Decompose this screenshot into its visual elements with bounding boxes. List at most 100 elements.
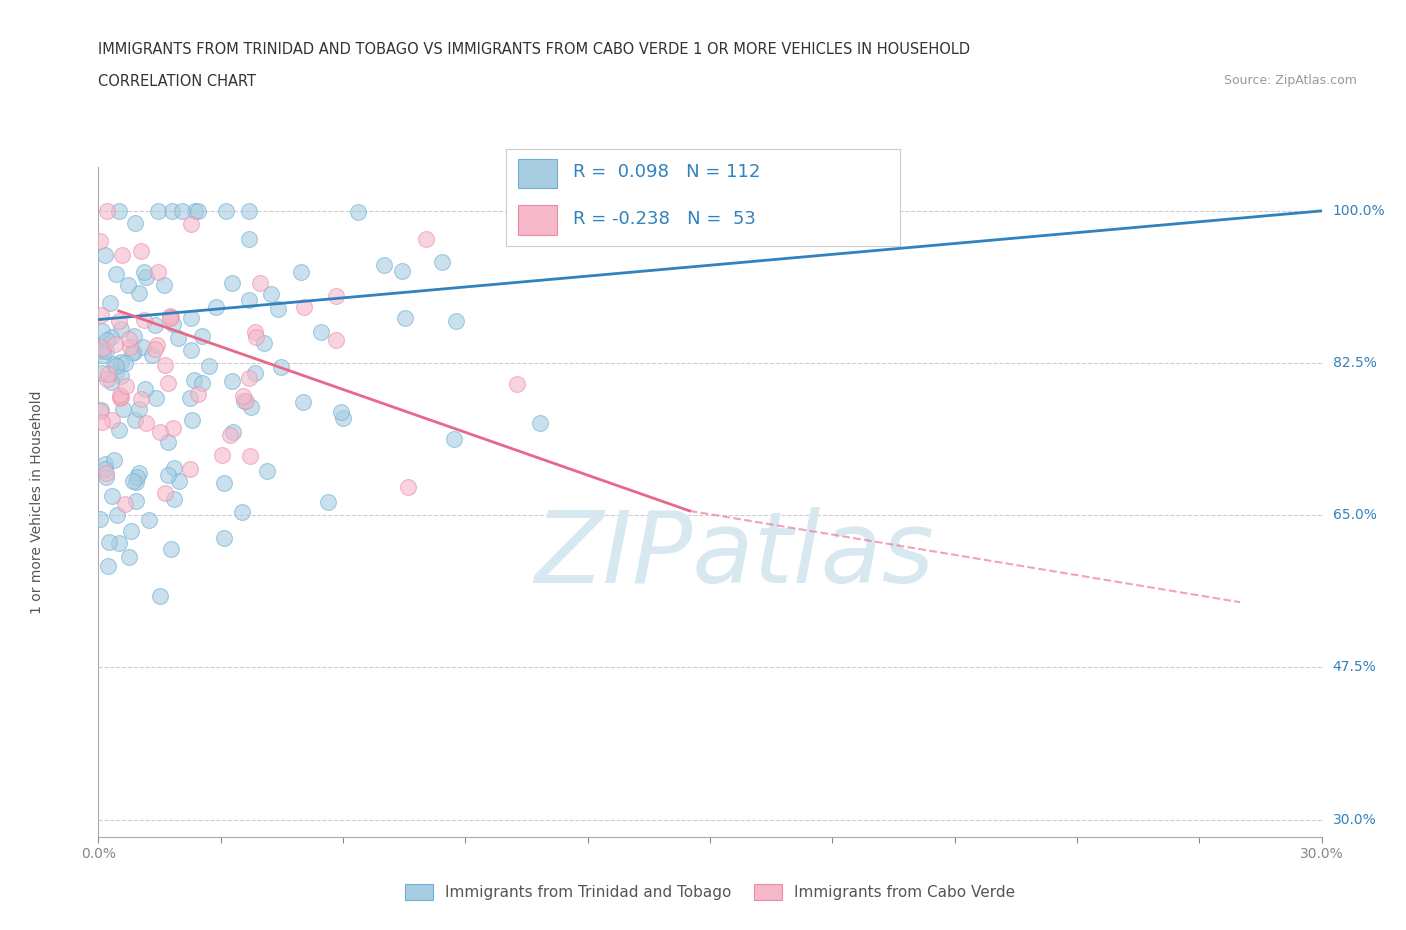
Point (104, 266, 127, 281)
Point (330, 405, 353, 419)
Point (122, 474, 145, 489)
Point (205, 299, 228, 314)
Point (148, 425, 170, 440)
Text: R = -0.238   N =  53: R = -0.238 N = 53 (574, 210, 756, 228)
Point (108, 391, 131, 405)
Point (243, 325, 266, 339)
Point (163, 491, 186, 506)
Point (145, 338, 167, 352)
Point (160, 310, 183, 325)
Point (100, 488, 122, 503)
Point (156, 468, 179, 483)
Point (104, 337, 127, 352)
Text: 82.5%: 82.5% (1333, 356, 1376, 370)
Point (221, 424, 243, 439)
Text: 1 or more Vehicles in Household: 1 or more Vehicles in Household (31, 391, 44, 614)
Point (138, 512, 160, 527)
Point (181, 413, 204, 428)
Point (96, 372, 118, 387)
Point (153, 358, 176, 373)
Point (104, 365, 127, 379)
Point (118, 331, 141, 346)
Point (132, 339, 155, 354)
Point (309, 325, 332, 339)
Point (107, 508, 129, 523)
Point (97, 367, 120, 382)
Point (252, 335, 274, 350)
Point (245, 330, 267, 345)
Point (89, 403, 111, 418)
Point (347, 205, 370, 219)
Point (146, 204, 169, 219)
Point (167, 473, 190, 488)
Point (118, 550, 141, 565)
Point (231, 504, 253, 519)
Point (172, 204, 194, 219)
Point (100, 375, 122, 390)
Point (111, 247, 134, 262)
Point (238, 204, 260, 219)
Point (120, 339, 142, 354)
Point (91, 343, 114, 358)
Point (163, 460, 186, 475)
Point (157, 434, 180, 449)
Point (180, 311, 202, 325)
Point (125, 494, 148, 509)
Point (167, 330, 190, 345)
Point (91, 348, 114, 363)
Point (141, 348, 163, 363)
Point (152, 277, 174, 292)
Point (215, 204, 238, 219)
Point (110, 322, 132, 337)
Point (430, 255, 453, 270)
Text: CORRELATION CHART: CORRELATION CHART (98, 74, 256, 89)
Point (180, 343, 202, 358)
Point (415, 232, 437, 246)
Point (110, 368, 132, 383)
Point (256, 464, 278, 479)
Point (90, 324, 112, 339)
Text: R =  0.098   N = 112: R = 0.098 N = 112 (574, 164, 761, 181)
Point (110, 390, 132, 405)
Point (108, 204, 131, 219)
Point (143, 317, 166, 332)
Point (160, 541, 183, 556)
Point (110, 354, 132, 369)
Point (121, 346, 143, 361)
Point (91, 415, 114, 430)
Point (89, 233, 111, 248)
Text: 47.5%: 47.5% (1333, 660, 1376, 674)
Point (128, 401, 150, 416)
Point (157, 376, 180, 391)
Point (373, 258, 395, 272)
Point (159, 309, 181, 324)
Point (444, 313, 467, 328)
Point (135, 270, 157, 285)
Point (179, 391, 201, 405)
Point (125, 474, 148, 489)
Point (187, 387, 209, 402)
Point (162, 421, 184, 436)
Point (529, 416, 551, 431)
Point (125, 470, 148, 485)
Point (90, 344, 112, 359)
Point (108, 423, 131, 438)
Point (134, 381, 156, 396)
Point (132, 312, 155, 327)
Text: ZIPatlas: ZIPatlas (534, 507, 935, 604)
Point (128, 466, 150, 481)
Point (190, 376, 212, 391)
Point (212, 475, 235, 490)
Point (108, 388, 131, 403)
Legend: Immigrants from Trinidad and Tobago, Immigrants from Cabo Verde: Immigrants from Trinidad and Tobago, Imm… (399, 878, 1021, 907)
Point (238, 232, 260, 246)
Point (94, 465, 117, 480)
Point (212, 531, 235, 546)
Point (114, 355, 136, 370)
Point (132, 264, 155, 279)
Point (394, 311, 416, 325)
Point (221, 373, 243, 388)
Point (108, 313, 131, 328)
Point (187, 204, 209, 219)
Text: Source: ZipAtlas.com: Source: ZipAtlas.com (1223, 74, 1357, 87)
